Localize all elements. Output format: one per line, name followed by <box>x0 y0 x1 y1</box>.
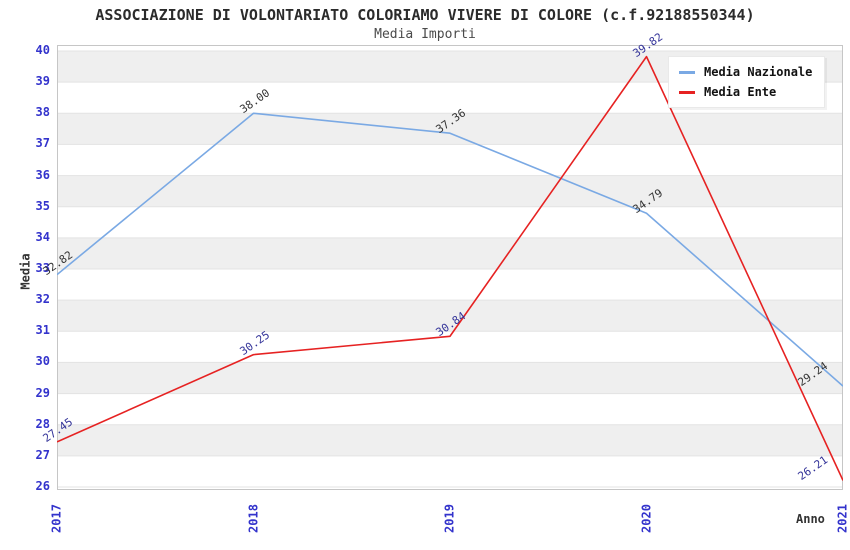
y-tick-label: 35 <box>35 198 50 213</box>
x-tick-label: 2018 <box>246 504 260 533</box>
y-tick-label: 38 <box>35 105 50 120</box>
y-tick-label: 26 <box>35 479 50 493</box>
chart-title: ASSOCIAZIONE DI VOLONTARIATO COLORIAMO V… <box>95 6 755 24</box>
plot-svg <box>57 45 843 490</box>
x-tick-label: 2020 <box>639 504 653 533</box>
legend-label: Media Nazionale <box>704 65 813 79</box>
series-line-0 <box>57 112 843 387</box>
series-line-1 <box>57 55 843 481</box>
grid-band <box>57 175 843 207</box>
x-axis-title: Anno <box>796 512 825 526</box>
legend: Media Nazionale Media Ente <box>668 56 826 108</box>
legend-swatch-icon <box>679 70 695 74</box>
legend-item-1: Media Ente <box>679 82 812 102</box>
x-tick-label: 2019 <box>442 504 457 533</box>
grid-band <box>57 300 843 332</box>
y-tick-label: 31 <box>35 323 50 338</box>
y-tick-label: 29 <box>35 385 50 400</box>
chart-subtitle: Media Importi <box>374 27 476 42</box>
y-tick-label: 27 <box>35 447 50 462</box>
y-tick-label: 40 <box>35 43 50 57</box>
grid-band <box>57 362 843 394</box>
x-tick-label: 2017 <box>49 504 64 533</box>
plot-border <box>57 45 843 490</box>
y-tick-label: 32 <box>35 292 50 307</box>
x-tick-label: 2021 <box>835 504 850 533</box>
plot-area <box>57 45 843 490</box>
grid-band <box>57 424 843 456</box>
y-tick-label: 34 <box>35 229 50 244</box>
legend-swatch-icon <box>679 90 695 94</box>
y-tick-label: 33 <box>35 261 50 275</box>
y-tick-label: 37 <box>35 136 50 151</box>
legend-label: Media Ente <box>704 85 777 99</box>
legend-item-0: Media Nazionale <box>679 62 812 82</box>
grid-band <box>57 237 843 269</box>
y-tick-label: 36 <box>35 167 50 182</box>
y-tick-label: 30 <box>35 354 50 369</box>
grid-band <box>57 113 843 145</box>
y-tick-label: 39 <box>35 74 50 89</box>
y-tick-label: 28 <box>35 416 50 431</box>
